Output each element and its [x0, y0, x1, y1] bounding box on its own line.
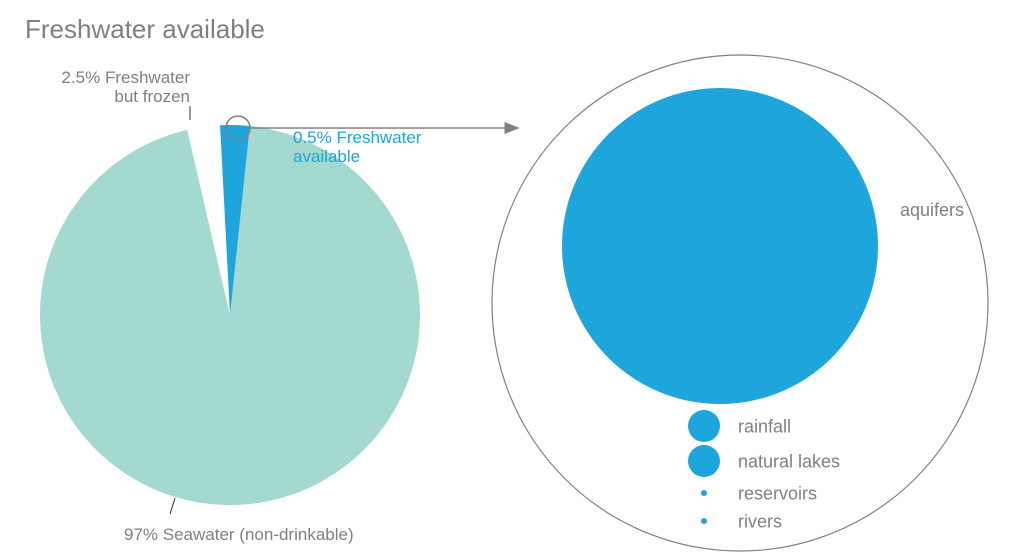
legend-label-natural-lakes: natural lakes — [738, 451, 840, 471]
legend-dot-rivers — [701, 518, 707, 524]
legend-label-rainfall: rainfall — [738, 416, 791, 436]
page-title: Freshwater available — [25, 14, 265, 44]
legend-label-reservoirs: reservoirs — [738, 483, 817, 503]
label-tick-seawater — [170, 498, 175, 514]
legend-dot-reservoirs — [701, 490, 707, 496]
label-available: 0.5% Freshwater — [293, 128, 422, 147]
label-seawater: 97% Seawater (non-drinkable) — [124, 525, 354, 544]
right-panel: aquifers rainfall natural lakes reservoirs r… — [492, 55, 988, 551]
aquifers-circle — [562, 88, 878, 404]
legend-label-rivers: rivers — [738, 511, 782, 531]
left-pie: 2.5% Freshwaterbut frozen 0.5% Freshwater… — [40, 68, 422, 544]
label-available: available — [293, 147, 360, 166]
aquifers-label: aquifers — [900, 200, 964, 220]
legend-dot-natural-lakes — [688, 445, 720, 477]
label-frozen: 2.5% Freshwater — [62, 68, 191, 87]
legend-dot-rainfall — [688, 410, 720, 442]
label-frozen: but frozen — [114, 87, 190, 106]
